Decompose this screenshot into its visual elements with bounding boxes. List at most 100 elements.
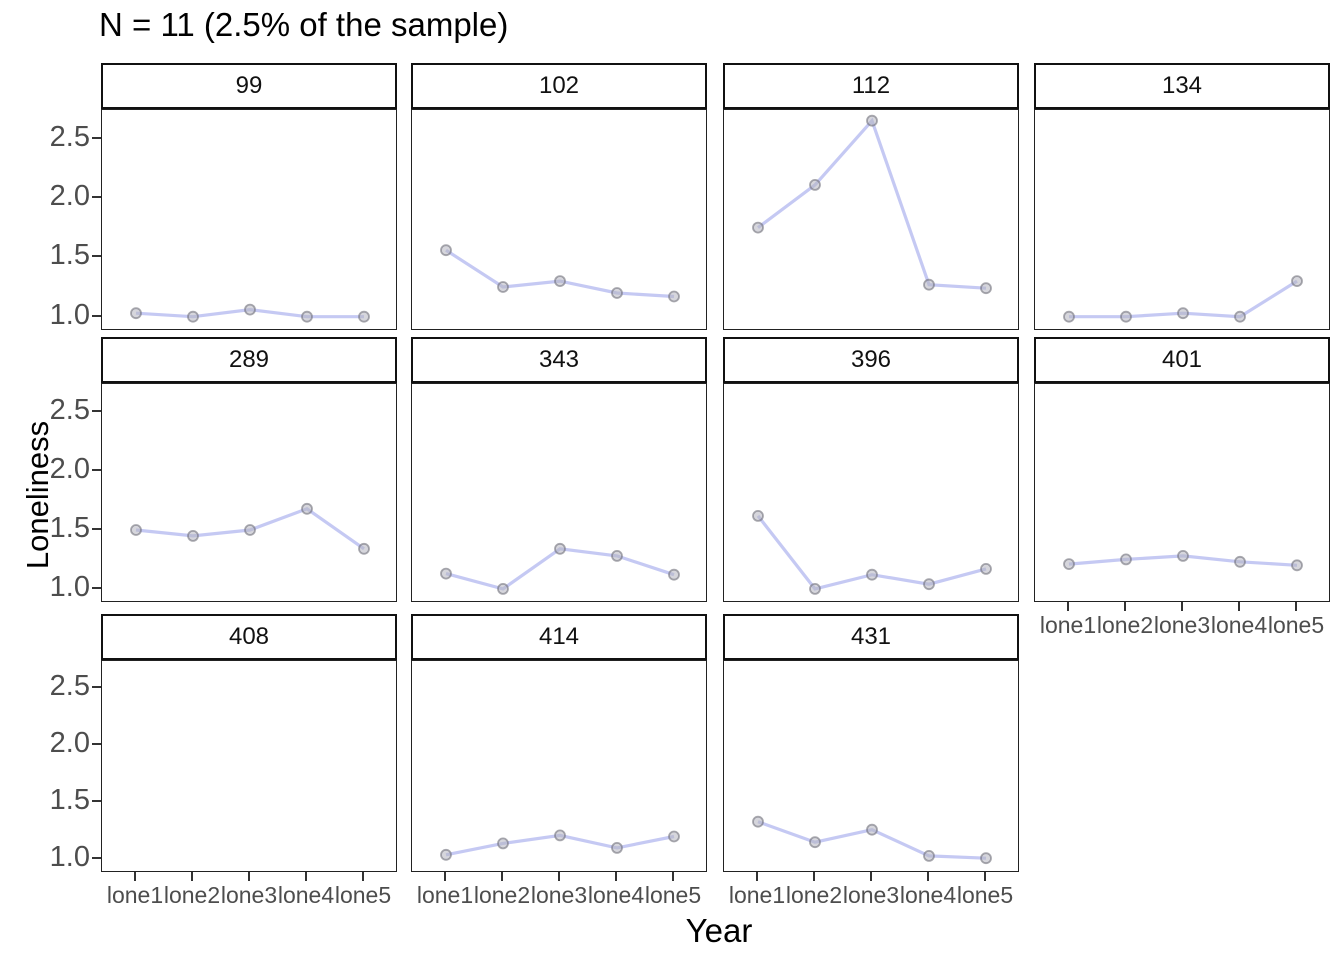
data-point <box>1177 549 1189 562</box>
x-tick-label: lone3 <box>220 882 278 908</box>
data-point <box>611 549 623 562</box>
data-point <box>358 310 370 323</box>
x-tick-label: lone2 <box>473 882 531 908</box>
data-point <box>923 849 935 862</box>
facet-panel-134 <box>1034 109 1330 330</box>
data-point <box>301 310 313 323</box>
y-tick-mark <box>92 314 101 317</box>
data-point <box>130 524 142 536</box>
facet-strip-label: 102 <box>538 72 580 99</box>
facet-strip-label: 289 <box>228 346 270 373</box>
data-point <box>1291 559 1303 572</box>
y-tick-label: 2.5 <box>49 670 90 703</box>
data-point <box>752 815 764 828</box>
data-point <box>668 290 680 303</box>
x-tick-mark <box>756 872 758 881</box>
x-tick-mark <box>501 872 503 881</box>
facet-strip-label: 99 <box>235 72 263 99</box>
facet-strip: 414 <box>411 614 707 660</box>
y-tick-mark <box>92 528 101 530</box>
facet-strip: 102 <box>411 63 707 109</box>
data-point <box>809 179 821 191</box>
facet-panel-401 <box>1034 383 1330 602</box>
data-point <box>554 275 566 288</box>
facet-strip: 343 <box>411 337 707 383</box>
data-point <box>440 244 452 257</box>
y-tick-label: 2.0 <box>49 179 90 212</box>
x-tick-label: lone5 <box>644 882 702 908</box>
facet-strip: 396 <box>723 337 1019 383</box>
data-point <box>358 542 370 555</box>
data-point <box>752 509 764 522</box>
data-point <box>923 578 935 591</box>
x-tick-label: lone1 <box>728 882 786 908</box>
facet-strip-label: 408 <box>228 623 270 650</box>
chart-title: N = 11 (2.5% of the sample) <box>99 6 509 43</box>
y-tick-mark <box>92 857 101 860</box>
y-tick-mark <box>92 195 101 198</box>
trajectory-plot <box>130 303 370 323</box>
x-tick-label: lone5 <box>956 882 1014 908</box>
x-tick-label: lone1 <box>416 882 474 908</box>
x-tick-mark <box>927 872 929 881</box>
data-point <box>809 836 821 849</box>
data-point <box>1177 307 1189 320</box>
data-point <box>980 562 992 575</box>
data-point <box>1120 310 1132 323</box>
facet-strip: 431 <box>723 614 1019 660</box>
trajectory-plot <box>130 502 370 555</box>
x-tick-mark <box>1067 602 1069 611</box>
data-point <box>554 542 566 555</box>
data-point <box>244 524 256 536</box>
facet-strip-label: 431 <box>850 623 892 650</box>
x-tick-mark <box>813 872 815 881</box>
x-tick-mark <box>558 872 560 881</box>
y-tick-label: 1.0 <box>49 841 90 874</box>
x-tick-label: lone3 <box>842 882 900 908</box>
facet-strip-label: 414 <box>538 623 580 650</box>
x-tick-mark <box>1124 602 1126 611</box>
data-point <box>668 568 680 581</box>
facet-strip: 99 <box>101 63 397 109</box>
y-tick-label: 2.0 <box>49 453 90 486</box>
facet-strip: 289 <box>101 337 397 383</box>
data-point <box>1291 275 1303 288</box>
x-tick-mark <box>672 872 674 881</box>
x-tick-mark <box>984 872 986 881</box>
trajectory-plot <box>1063 275 1303 323</box>
x-tick-label: lone4 <box>587 882 645 908</box>
facet-strip: 134 <box>1034 63 1330 109</box>
y-tick-label: 2.5 <box>49 394 90 427</box>
x-tick-label: lone4 <box>1210 612 1268 638</box>
x-tick-label: lone5 <box>1267 612 1325 638</box>
data-point <box>1063 310 1075 323</box>
data-point <box>980 852 992 865</box>
x-tick-label: lone4 <box>899 882 957 908</box>
facet-strip: 408 <box>101 614 397 660</box>
x-tick-label: lone3 <box>1153 612 1211 638</box>
facet-panel-102 <box>411 109 707 330</box>
trajectory-plot <box>440 244 680 303</box>
facet-panel-396 <box>723 383 1019 602</box>
facet-panel-343 <box>411 383 707 602</box>
x-tick-label: lone4 <box>277 882 335 908</box>
data-point <box>497 281 509 293</box>
y-tick-mark <box>92 469 101 472</box>
y-tick-label: 1.0 <box>49 570 90 603</box>
facet-strip-label: 343 <box>538 346 580 373</box>
x-tick-mark <box>191 872 193 881</box>
trajectory-line <box>445 248 675 299</box>
x-tick-label: lone2 <box>163 882 221 908</box>
x-tick-mark <box>1181 602 1183 611</box>
facet-strip-label: 396 <box>850 346 892 373</box>
trajectory-line <box>445 547 675 591</box>
y-tick-label: 2.5 <box>49 120 90 153</box>
y-tick-mark <box>92 743 101 746</box>
data-point <box>866 568 878 581</box>
y-tick-label: 1.5 <box>49 239 90 272</box>
x-tick-label: lone1 <box>1039 612 1097 638</box>
data-point <box>1234 310 1246 323</box>
trajectory-plot <box>1063 549 1303 572</box>
x-tick-label: lone5 <box>334 882 392 908</box>
